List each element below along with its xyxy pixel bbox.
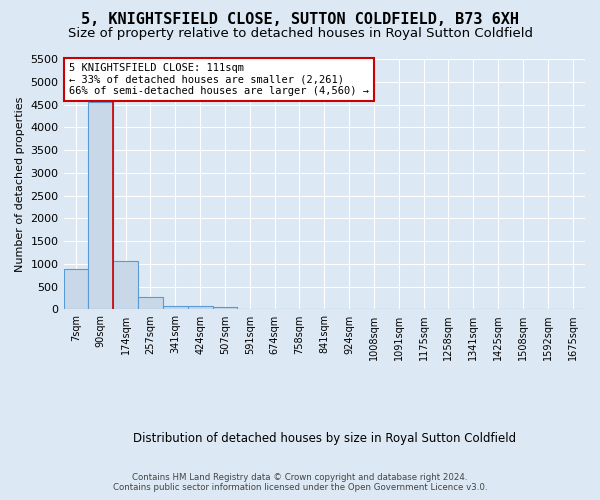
Text: 5, KNIGHTSFIELD CLOSE, SUTTON COLDFIELD, B73 6XH: 5, KNIGHTSFIELD CLOSE, SUTTON COLDFIELD,… — [81, 12, 519, 28]
Text: 5 KNIGHTSFIELD CLOSE: 111sqm
← 33% of detached houses are smaller (2,261)
66% of: 5 KNIGHTSFIELD CLOSE: 111sqm ← 33% of de… — [69, 63, 369, 96]
Bar — [188, 306, 212, 310]
Bar — [113, 261, 138, 310]
Bar — [88, 102, 113, 310]
Y-axis label: Number of detached properties: Number of detached properties — [15, 96, 25, 272]
Bar — [163, 306, 188, 310]
Bar — [138, 296, 163, 310]
Text: Contains HM Land Registry data © Crown copyright and database right 2024.
Contai: Contains HM Land Registry data © Crown c… — [113, 473, 487, 492]
Text: Size of property relative to detached houses in Royal Sutton Coldfield: Size of property relative to detached ho… — [67, 28, 533, 40]
X-axis label: Distribution of detached houses by size in Royal Sutton Coldfield: Distribution of detached houses by size … — [133, 432, 516, 445]
Bar — [64, 270, 88, 310]
Bar — [212, 307, 238, 310]
